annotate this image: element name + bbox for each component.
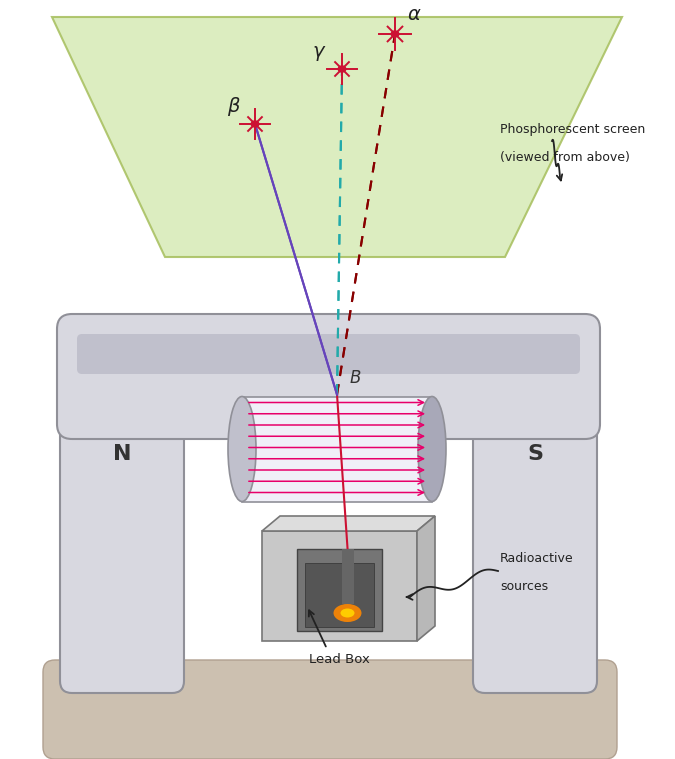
- Text: γ: γ: [313, 42, 324, 61]
- FancyBboxPatch shape: [262, 531, 417, 641]
- Polygon shape: [262, 516, 435, 531]
- Ellipse shape: [418, 396, 446, 502]
- Polygon shape: [417, 516, 435, 641]
- FancyBboxPatch shape: [43, 660, 617, 759]
- Polygon shape: [52, 17, 622, 257]
- Ellipse shape: [391, 30, 400, 38]
- Ellipse shape: [228, 396, 256, 502]
- Text: N: N: [113, 444, 131, 464]
- Text: S: S: [527, 444, 543, 464]
- FancyBboxPatch shape: [297, 549, 382, 631]
- FancyBboxPatch shape: [77, 334, 580, 374]
- Text: α: α: [407, 5, 420, 24]
- Ellipse shape: [338, 65, 346, 73]
- Bar: [242, 396, 432, 502]
- Ellipse shape: [250, 120, 259, 128]
- FancyBboxPatch shape: [57, 314, 600, 439]
- Text: B: B: [350, 369, 360, 387]
- Bar: [342, 549, 354, 604]
- Ellipse shape: [333, 604, 362, 622]
- Text: β: β: [227, 97, 240, 116]
- Text: (viewed from above): (viewed from above): [500, 150, 630, 163]
- Text: Lead Box: Lead Box: [309, 653, 370, 666]
- FancyBboxPatch shape: [305, 563, 374, 627]
- Text: Phosphorescent screen: Phosphorescent screen: [500, 122, 645, 136]
- FancyBboxPatch shape: [60, 389, 184, 693]
- Ellipse shape: [340, 609, 354, 618]
- Text: Radioactive: Radioactive: [500, 553, 574, 565]
- Text: sources: sources: [500, 581, 548, 594]
- FancyBboxPatch shape: [473, 389, 597, 693]
